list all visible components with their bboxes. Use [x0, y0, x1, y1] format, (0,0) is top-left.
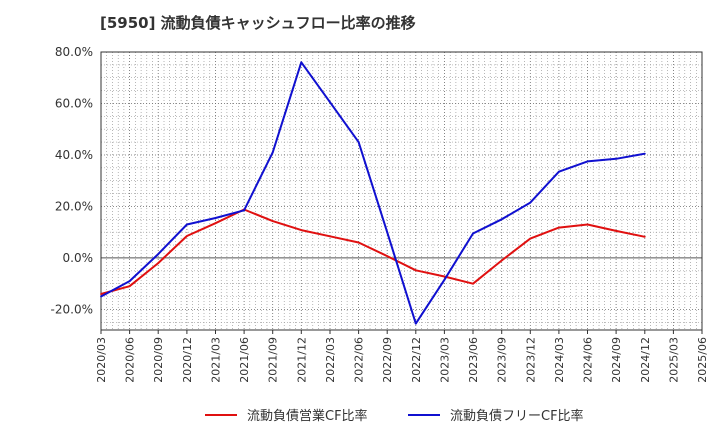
- data-point: [529, 237, 532, 240]
- data-point: [472, 232, 474, 235]
- data-point: [586, 223, 589, 226]
- data-point: [214, 217, 217, 219]
- legend-label: 流動負債フリーCF比率: [450, 409, 584, 424]
- data-point: [443, 275, 446, 278]
- data-point: [329, 101, 331, 104]
- x-tick-label: 2023/12: [524, 337, 537, 383]
- x-tick-label: 2020/12: [181, 337, 194, 383]
- data-point: [414, 322, 417, 325]
- data-point: [615, 157, 617, 160]
- y-tick-label: 80.0%: [55, 45, 93, 59]
- legend-swatch: [205, 413, 237, 416]
- plot-area: [100, 51, 703, 331]
- data-point: [243, 209, 246, 212]
- x-tick-label: 2025/06: [696, 337, 709, 383]
- data-point: [643, 152, 646, 155]
- x-tick-label: 2021/12: [295, 337, 308, 383]
- x-tick-label: 2020/03: [95, 337, 108, 383]
- legend-item-2: 流動負債フリーCF比率: [408, 405, 584, 424]
- x-tick-label: 2023/06: [467, 337, 480, 383]
- series-line-2: [100, 61, 645, 325]
- y-tick-label: 60.0%: [55, 97, 93, 111]
- data-point: [500, 259, 503, 262]
- data-point: [157, 262, 160, 264]
- data-point: [643, 235, 646, 238]
- x-tick-labels: 2020/03 2020/06 2020/09 2020/12 2021/03 2021/…: [95, 337, 709, 383]
- y-tick-label: -20.0%: [51, 302, 93, 316]
- data-point: [271, 151, 274, 154]
- legend-label: 流動負債営業CF比率: [247, 409, 368, 424]
- data-point: [386, 255, 389, 257]
- x-tick-label: 2022/12: [410, 337, 423, 383]
- axis-layer: [100, 51, 703, 334]
- data-point: [558, 226, 560, 229]
- data-point: [472, 282, 474, 285]
- x-tick-label: 2021/09: [267, 337, 280, 383]
- data-point: [300, 61, 303, 64]
- data-point: [500, 218, 503, 221]
- data-point: [615, 230, 617, 232]
- data-point: [186, 223, 188, 226]
- data-point: [558, 170, 560, 173]
- x-tick-label: 2021/03: [210, 337, 223, 383]
- x-tick-label: 2024/06: [582, 337, 595, 383]
- x-tick-label: 2021/06: [238, 337, 251, 383]
- data-point: [414, 269, 417, 272]
- legend-item-1: 流動負債営業CF比率: [205, 405, 368, 424]
- x-tick-label: 2024/09: [610, 337, 623, 383]
- data-point: [586, 160, 589, 163]
- data-point: [214, 222, 217, 225]
- x-tick-label: 2024/12: [639, 337, 652, 383]
- series-line-1: [100, 208, 646, 295]
- x-tick-label: 2023/09: [496, 337, 509, 383]
- y-tick-label: 20.0%: [55, 199, 93, 213]
- data-point: [186, 235, 188, 237]
- series-layer: [100, 61, 646, 325]
- data-point: [357, 141, 360, 144]
- data-point: [100, 295, 102, 298]
- x-tick-label: 2025/03: [667, 337, 680, 383]
- y-tick-labels: 80.0% 60.0% 40.0% 20.0% 0.0% -20.0%: [51, 45, 93, 316]
- x-tick-label: 2024/03: [553, 337, 566, 383]
- data-point: [329, 235, 331, 238]
- data-point: [529, 201, 532, 204]
- legend-swatch: [408, 413, 440, 416]
- x-tick-label: 2022/09: [381, 337, 394, 383]
- y-tick-label: 40.0%: [55, 148, 93, 162]
- x-tick-label: 2020/06: [124, 337, 137, 383]
- x-tick-label: 2020/09: [152, 337, 165, 383]
- data-point: [128, 285, 131, 288]
- data-point: [157, 253, 160, 256]
- data-point: [128, 280, 131, 282]
- data-point: [386, 231, 389, 234]
- chart-title: [5950] 流動負債キャッシュフロー比率の推移: [100, 14, 416, 32]
- data-point: [100, 293, 102, 295]
- x-tick-label: 2022/03: [324, 337, 337, 383]
- data-point: [300, 229, 303, 232]
- data-point: [271, 220, 274, 223]
- data-point: [357, 241, 360, 244]
- x-tick-label: 2023/03: [438, 337, 451, 383]
- data-point: [443, 278, 446, 281]
- x-tick-label: 2022/06: [353, 337, 366, 383]
- grid-layer: [101, 51, 702, 330]
- legend: 流動負債営業CF比率 流動負債フリーCF比率: [0, 405, 720, 425]
- y-tick-label: 0.0%: [63, 251, 94, 265]
